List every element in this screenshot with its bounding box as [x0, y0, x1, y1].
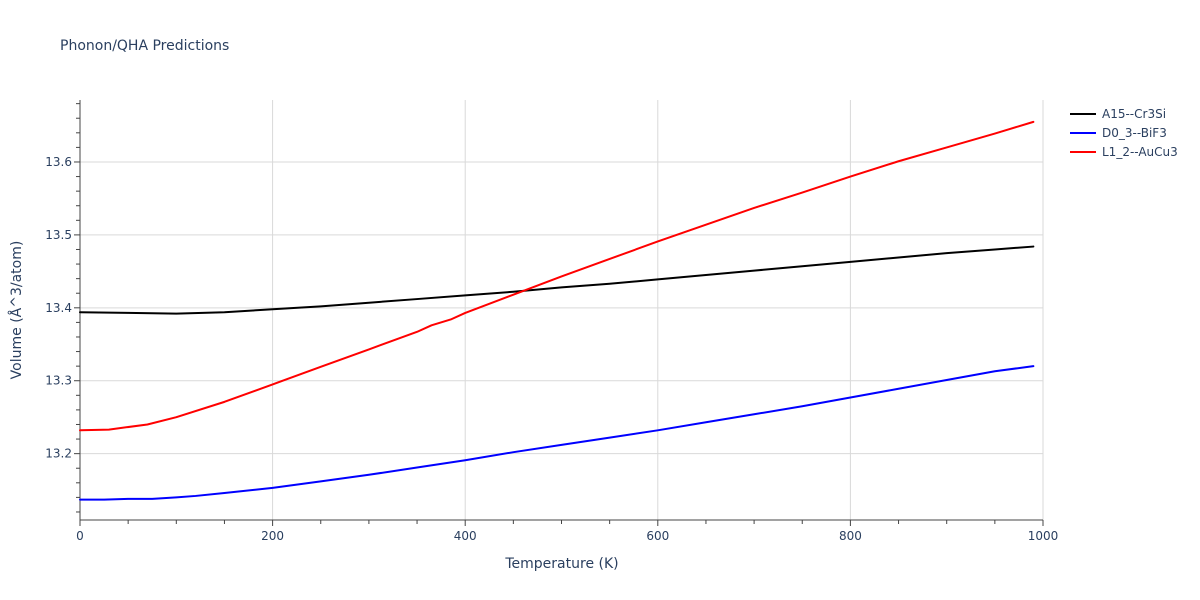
legend-label: L1_2--AuCu3	[1102, 145, 1178, 159]
x-tick-label: 200	[261, 529, 284, 543]
legend-item[interactable]: A15--Cr3Si	[1070, 107, 1166, 121]
chart-title: Phonon/QHA Predictions	[60, 38, 229, 54]
y-tick-label: 13.3	[45, 374, 72, 388]
x-tick-label: 1000	[1028, 529, 1059, 543]
y-tick-label: 13.4	[45, 301, 72, 315]
y-axis-title: Volume (Å^3/atom)	[8, 241, 25, 380]
legend[interactable]: A15--Cr3Si D0_3--BiF3 L1_2--AuCu3	[1070, 107, 1178, 159]
axes: 0 200 400 600 800 1000 13.2 13.3 13.4 13.5 13.6	[45, 100, 1058, 543]
series-line-l1-2-aucu3	[79, 120, 1035, 432]
x-tick-label: 0	[76, 529, 84, 543]
legend-item[interactable]: D0_3--BiF3	[1070, 126, 1167, 140]
x-tick-label: 800	[839, 529, 862, 543]
y-tick-label: 13.2	[45, 447, 72, 461]
grid	[80, 100, 1044, 520]
series-layer	[79, 120, 1035, 501]
legend-label: D0_3--BiF3	[1102, 126, 1167, 140]
x-tick-label: 600	[646, 529, 669, 543]
x-axis-title: Temperature (K)	[504, 556, 618, 572]
y-tick-label: 13.5	[45, 228, 72, 242]
y-tick-label: 13.6	[45, 155, 72, 169]
series-line-a15-cr3si	[79, 245, 1035, 315]
legend-item[interactable]: L1_2--AuCu3	[1070, 145, 1178, 159]
series-line-d0-3-bif3	[79, 365, 1035, 501]
x-tick-label: 400	[454, 529, 477, 543]
legend-label: A15--Cr3Si	[1102, 107, 1166, 121]
